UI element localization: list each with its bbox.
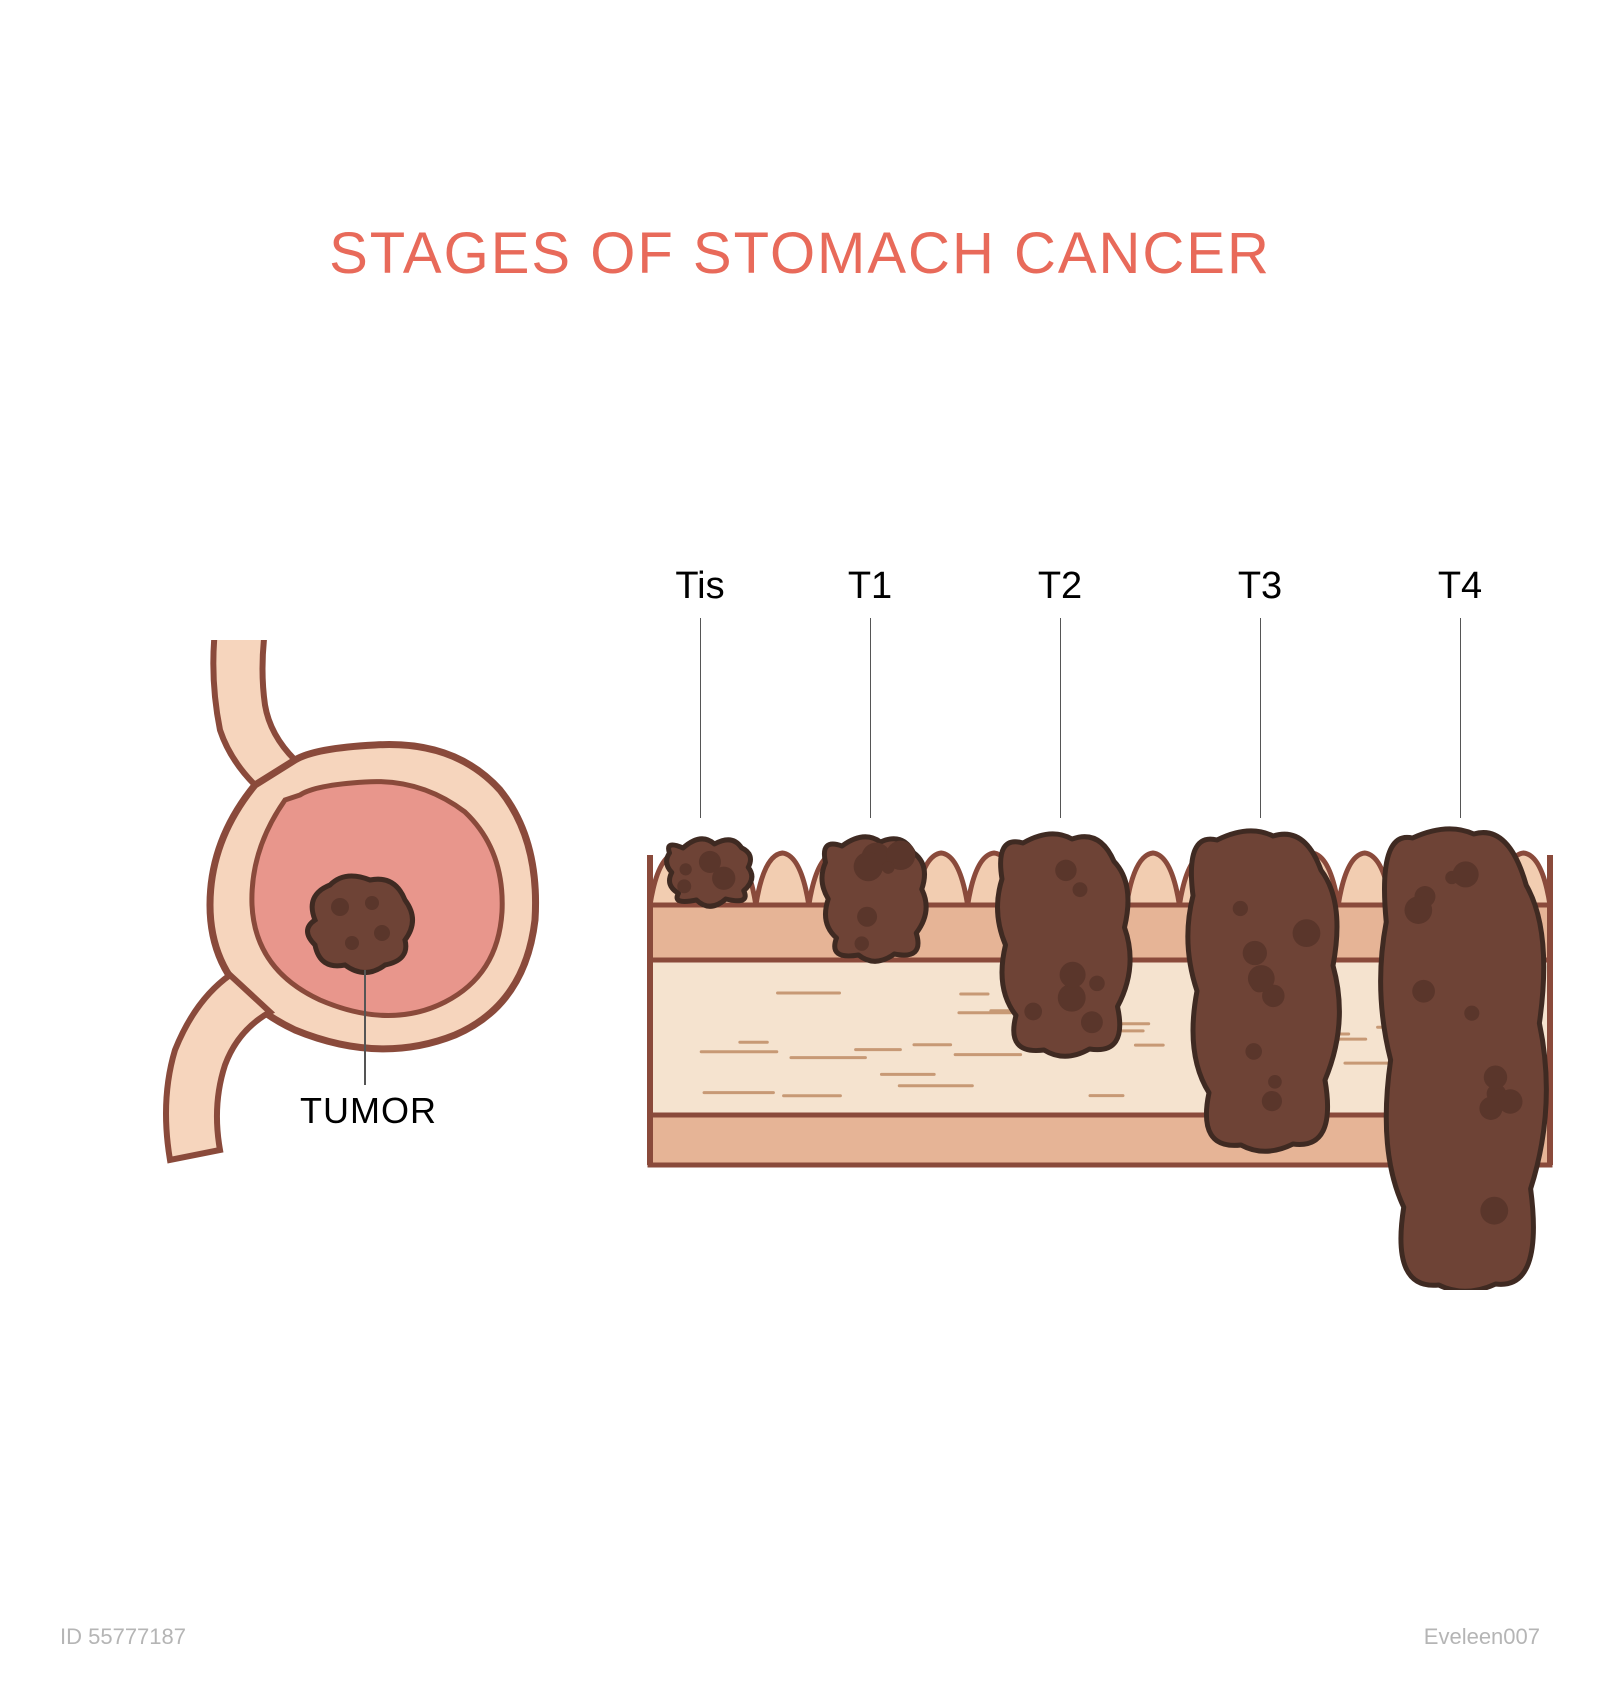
- stage-line: [1460, 618, 1461, 818]
- stage-line: [1060, 618, 1061, 818]
- stage-label-t3: T3: [1235, 565, 1285, 608]
- stage-label-t4: T4: [1435, 565, 1485, 608]
- credit-text: Eveleen007: [1424, 1624, 1540, 1650]
- stage-label-t1: T1: [845, 565, 895, 608]
- stage-line: [1260, 618, 1261, 818]
- stage-label-tis: Tis: [670, 565, 730, 608]
- page-title: STAGES OF STOMACH CANCER: [0, 220, 1600, 287]
- tissue-cross-section: [640, 810, 1540, 1160]
- image-id: ID 55777187: [60, 1624, 186, 1650]
- stage-label-t2: T2: [1035, 565, 1085, 608]
- stage-line: [700, 618, 701, 818]
- stomach-diagram: TUMOR: [120, 640, 550, 1220]
- tumor-label: TUMOR: [300, 1090, 437, 1132]
- stage-line: [870, 618, 871, 818]
